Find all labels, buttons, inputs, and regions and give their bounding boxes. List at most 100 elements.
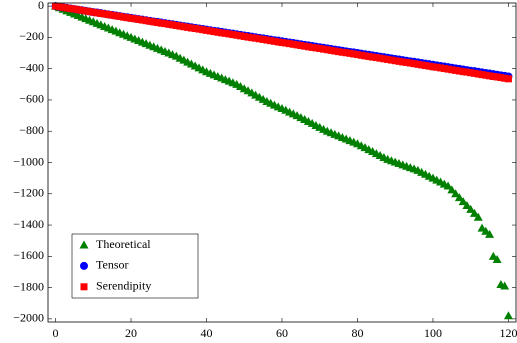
point: [146, 17, 154, 25]
point: [418, 61, 426, 69]
point: [384, 55, 392, 63]
point: [414, 60, 422, 68]
point: [493, 73, 501, 81]
point: [112, 12, 120, 20]
point: [500, 281, 510, 290]
point: [433, 63, 441, 71]
point: [86, 8, 94, 16]
point: [127, 14, 135, 22]
point: [187, 24, 195, 32]
point: [410, 60, 418, 68]
point: [59, 3, 67, 11]
point: [199, 26, 207, 34]
point: [473, 212, 483, 221]
point: [138, 16, 146, 24]
point: [274, 38, 282, 46]
point: [486, 72, 494, 80]
point: [470, 69, 478, 77]
point: [421, 62, 429, 70]
point: [55, 3, 63, 11]
point: [458, 197, 468, 206]
point: [443, 181, 453, 190]
point: [97, 9, 105, 17]
point: [338, 48, 346, 56]
point: [52, 2, 60, 10]
point: [282, 39, 290, 47]
x-tick-label: 60: [276, 326, 288, 340]
point: [259, 35, 267, 43]
point: [270, 37, 278, 45]
point: [214, 28, 222, 36]
point: [169, 21, 177, 29]
point: [323, 46, 331, 54]
point: [267, 37, 275, 45]
point: [82, 7, 90, 15]
point: [218, 29, 226, 37]
y-tick-label: −1800: [13, 279, 44, 293]
point: [447, 185, 457, 194]
legend-label: Serendipity: [96, 279, 151, 293]
point: [191, 24, 199, 32]
point: [369, 53, 377, 61]
point: [372, 54, 380, 62]
point: [70, 5, 78, 13]
point: [308, 43, 316, 51]
y-tick-label: −600: [19, 92, 44, 106]
point: [380, 55, 388, 63]
point: [387, 56, 395, 64]
point: [240, 32, 248, 40]
point: [176, 22, 184, 30]
point: [286, 40, 294, 48]
point: [104, 11, 112, 19]
point: [342, 49, 350, 57]
x-tick-label: 0: [53, 326, 59, 340]
point: [184, 23, 192, 31]
point: [63, 4, 71, 12]
legend-marker: [80, 283, 88, 291]
y-tick-label: 0: [38, 0, 44, 12]
point: [150, 18, 158, 26]
legend-box: [71, 233, 199, 299]
point: [312, 44, 320, 52]
point: [467, 69, 475, 77]
point: [165, 20, 173, 28]
point: [440, 65, 448, 73]
point: [455, 67, 463, 75]
point: [466, 204, 476, 213]
point: [89, 8, 97, 16]
point: [123, 14, 131, 22]
x-tick-label: 20: [125, 326, 137, 340]
point: [244, 33, 252, 41]
legend-label: Tensor: [96, 258, 128, 272]
y-tick-label: −800: [19, 123, 44, 137]
point: [320, 45, 328, 53]
point: [462, 201, 472, 210]
point: [301, 42, 309, 50]
point: [206, 27, 214, 35]
point: [93, 9, 101, 17]
point: [403, 58, 411, 66]
point: [444, 65, 452, 73]
point: [448, 66, 456, 74]
point: [353, 51, 361, 59]
x-tick-label: 100: [424, 326, 442, 340]
point: [391, 57, 399, 65]
point: [350, 50, 358, 58]
point: [459, 68, 467, 76]
point: [304, 43, 312, 51]
point: [365, 52, 373, 60]
point: [327, 46, 335, 54]
legend-marker: [79, 240, 89, 249]
point: [437, 64, 445, 72]
point: [478, 71, 486, 79]
y-tick-label: −400: [19, 60, 44, 74]
point: [451, 189, 461, 198]
point: [463, 68, 471, 76]
point: [74, 6, 82, 14]
point: [108, 11, 116, 19]
point: [236, 32, 244, 40]
point: [157, 19, 165, 27]
point: [361, 52, 369, 60]
point: [161, 20, 169, 28]
point: [485, 229, 495, 238]
